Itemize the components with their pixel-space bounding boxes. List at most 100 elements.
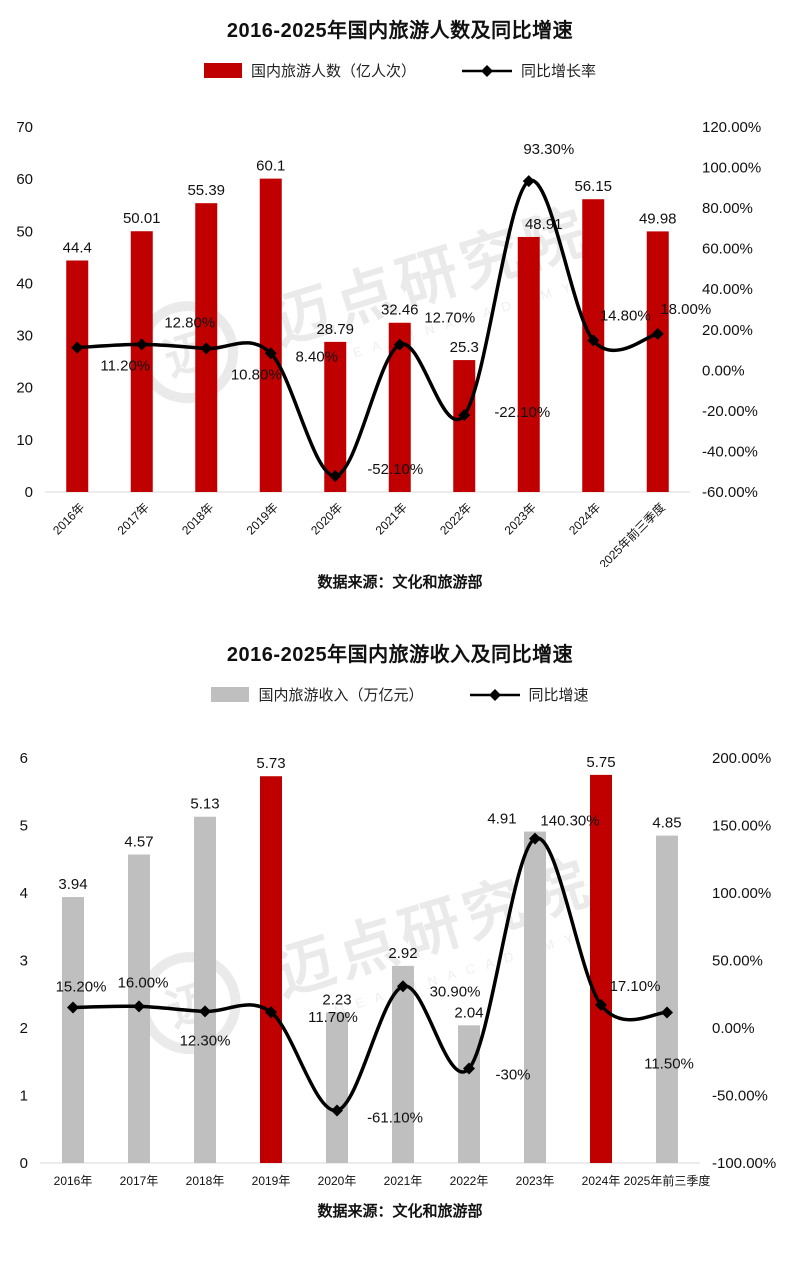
revenue-chart: 迈迈点研究院M E A D I N A C A D E M Y0123456-1…: [20, 750, 777, 1188]
legend-item-line: 同比增速: [469, 684, 589, 705]
legend-item-line: 同比增长率: [462, 60, 596, 81]
bar-value-label: 4.57: [124, 834, 153, 851]
bar-swatch: [203, 63, 242, 78]
y-left-tick-label: 0: [20, 1155, 28, 1172]
chart-section-revenue: 2016-2025年国内旅游收入及同比增速 国内旅游收入（万亿元） 同比增速 迈…: [0, 592, 800, 1221]
bar: [392, 965, 414, 1163]
y-right-tick-label: 100.00%: [702, 160, 761, 177]
line-value-label: -30%: [495, 1067, 530, 1084]
bar: [590, 774, 612, 1163]
legend-item-bar: 国内旅游人数（亿人次）: [203, 60, 416, 81]
x-axis-label: 2019年: [244, 500, 281, 537]
bar: [524, 831, 546, 1163]
y-left-tick-label: 60: [16, 171, 33, 188]
chart-title-revenue: 2016-2025年国内旅游收入及同比增速: [226, 644, 574, 666]
line-value-label: 12.70%: [424, 310, 475, 327]
data-point-marker: [265, 1006, 277, 1019]
bar-value-label: 55.39: [187, 182, 225, 199]
x-axis-label: 2017年: [115, 500, 152, 537]
line-value-label: 8.40%: [295, 348, 338, 365]
y-left-tick-label: 1: [20, 1088, 28, 1105]
bar-value-label: 44.4: [63, 239, 92, 256]
bar: [458, 1025, 480, 1163]
y-left-tick-label: 70: [16, 119, 33, 136]
line-value-label: 18.00%: [660, 301, 711, 318]
bar-value-label: 56.15: [574, 178, 612, 195]
line-value-label: 16.00%: [118, 974, 169, 991]
bar: [259, 178, 282, 492]
x-axis-label: 2025年前三季度: [596, 500, 668, 567]
line-swatch-icon: [462, 64, 512, 77]
data-point-marker: [67, 1001, 79, 1014]
bar-value-label: 49.98: [639, 210, 677, 227]
line-value-label: 15.20%: [56, 978, 107, 995]
line-value-label: 93.30%: [523, 141, 574, 158]
report-page: 2016-2025年国内旅游人数及同比增速 国内旅游人数（亿人次） 同比增长率 …: [0, 0, 800, 1221]
y-right-tick-label: -40.00%: [702, 443, 758, 460]
bar-value-label: 5.75: [586, 754, 615, 771]
legend-label-line: 同比增速: [528, 687, 589, 704]
line-value-label: -22.10%: [494, 404, 550, 421]
y-left-tick-label: 5: [20, 818, 28, 835]
bar-value-label: 50.01: [123, 210, 161, 227]
line-value-label: 11.70%: [308, 1009, 358, 1026]
y-right-tick-label: 40.00%: [702, 281, 753, 298]
visitors-chart: 迈迈点研究院M E A D I N A C A D E M Y010203040…: [16, 119, 761, 567]
y-right-tick-label: 200.00%: [712, 750, 771, 767]
x-axis-label: 2017年: [120, 1174, 159, 1188]
y-left-tick-label: 6: [20, 750, 28, 767]
bar-value-label: 4.85: [652, 815, 681, 832]
data-point-marker: [329, 469, 342, 482]
bar: [517, 236, 540, 492]
data-point-marker: [393, 338, 406, 351]
chart-title-visitors: 2016-2025年国内旅游人数及同比增速: [226, 20, 574, 42]
source-note-visitors: 数据来源：文化和旅游部: [317, 574, 483, 591]
y-right-tick-label: 120.00%: [702, 119, 761, 136]
bar: [260, 776, 282, 1163]
x-axis-label: 2024年: [566, 500, 603, 537]
bar: [326, 1012, 348, 1163]
line-value-label: 140.30%: [540, 813, 599, 830]
x-axis-label: 2018年: [186, 1174, 225, 1188]
y-right-tick-label: 0.00%: [702, 362, 745, 379]
data-point-marker: [458, 409, 471, 422]
bar-value-label: 5.13: [190, 796, 219, 813]
line-value-label: -61.10%: [367, 1109, 423, 1126]
y-right-tick-label: -20.00%: [702, 403, 758, 420]
data-point-marker: [264, 347, 277, 360]
bar-value-label: 5.73: [256, 755, 285, 772]
chart-section-visitors: 2016-2025年国内旅游人数及同比增速 国内旅游人数（亿人次） 同比增长率 …: [0, 0, 800, 592]
bar: [194, 816, 216, 1163]
x-axis-label: 2020年: [308, 500, 345, 537]
bar: [66, 260, 89, 492]
y-right-tick-label: -60.00%: [702, 484, 758, 501]
data-point-marker: [199, 1005, 211, 1018]
data-point-marker: [397, 980, 409, 993]
bar: [453, 360, 476, 492]
y-left-tick-label: 40: [16, 275, 33, 292]
y-right-tick-label: -50.00%: [712, 1088, 768, 1105]
x-axis-label: 2023年: [516, 1174, 555, 1188]
x-axis-label: 2022年: [437, 500, 474, 537]
data-point-marker: [651, 327, 664, 340]
bar-value-label: 60.1: [256, 158, 285, 175]
x-axis-label: 2021年: [384, 1174, 423, 1188]
x-axis-label: 2018年: [179, 500, 216, 537]
data-point-marker: [522, 175, 535, 188]
y-right-tick-label: 50.00%: [712, 953, 763, 970]
data-point-marker: [587, 334, 600, 347]
bar-swatch: [211, 687, 250, 702]
data-point-marker: [200, 342, 213, 355]
bar-value-label: 32.46: [381, 302, 419, 319]
bar: [324, 341, 347, 492]
legend-visitors: 国内旅游人数（亿人次） 同比增长率: [0, 60, 800, 81]
bar: [62, 897, 84, 1163]
legend-item-bar: 国内旅游收入（万亿元）: [211, 684, 424, 705]
line-value-label: 10.80%: [231, 366, 282, 383]
line-value-label: 11.20%: [100, 358, 150, 375]
legend-revenue: 国内旅游收入（万亿元） 同比增速: [0, 684, 800, 705]
bar-value-label: 2.23: [322, 991, 351, 1008]
line-value-label: -52.10%: [367, 461, 423, 478]
bar: [656, 835, 678, 1163]
x-axis-label: 2025年前三季度: [624, 1173, 711, 1188]
